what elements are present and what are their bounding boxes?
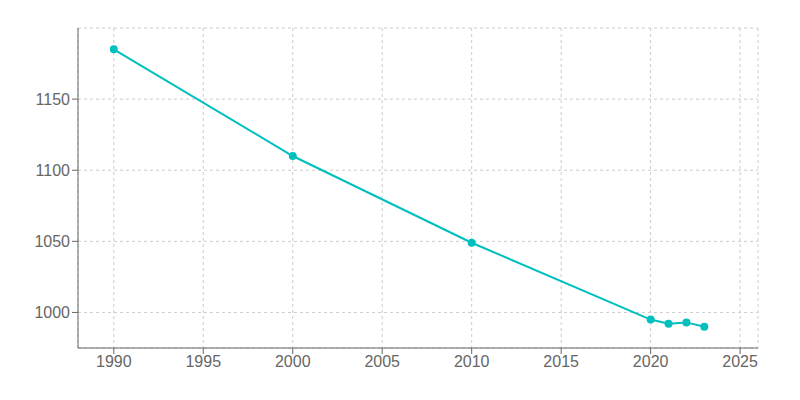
svg-text:1000: 1000 <box>34 304 70 321</box>
svg-text:1990: 1990 <box>96 353 132 370</box>
svg-text:1050: 1050 <box>34 233 70 250</box>
svg-text:1995: 1995 <box>185 353 221 370</box>
svg-text:2015: 2015 <box>543 353 579 370</box>
svg-text:2010: 2010 <box>454 353 490 370</box>
svg-text:2025: 2025 <box>722 353 758 370</box>
svg-text:1150: 1150 <box>36 91 71 108</box>
svg-text:2000: 2000 <box>275 353 311 370</box>
svg-text:1100: 1100 <box>36 162 71 179</box>
svg-text:2020: 2020 <box>633 353 669 370</box>
svg-text:2005: 2005 <box>364 353 400 370</box>
